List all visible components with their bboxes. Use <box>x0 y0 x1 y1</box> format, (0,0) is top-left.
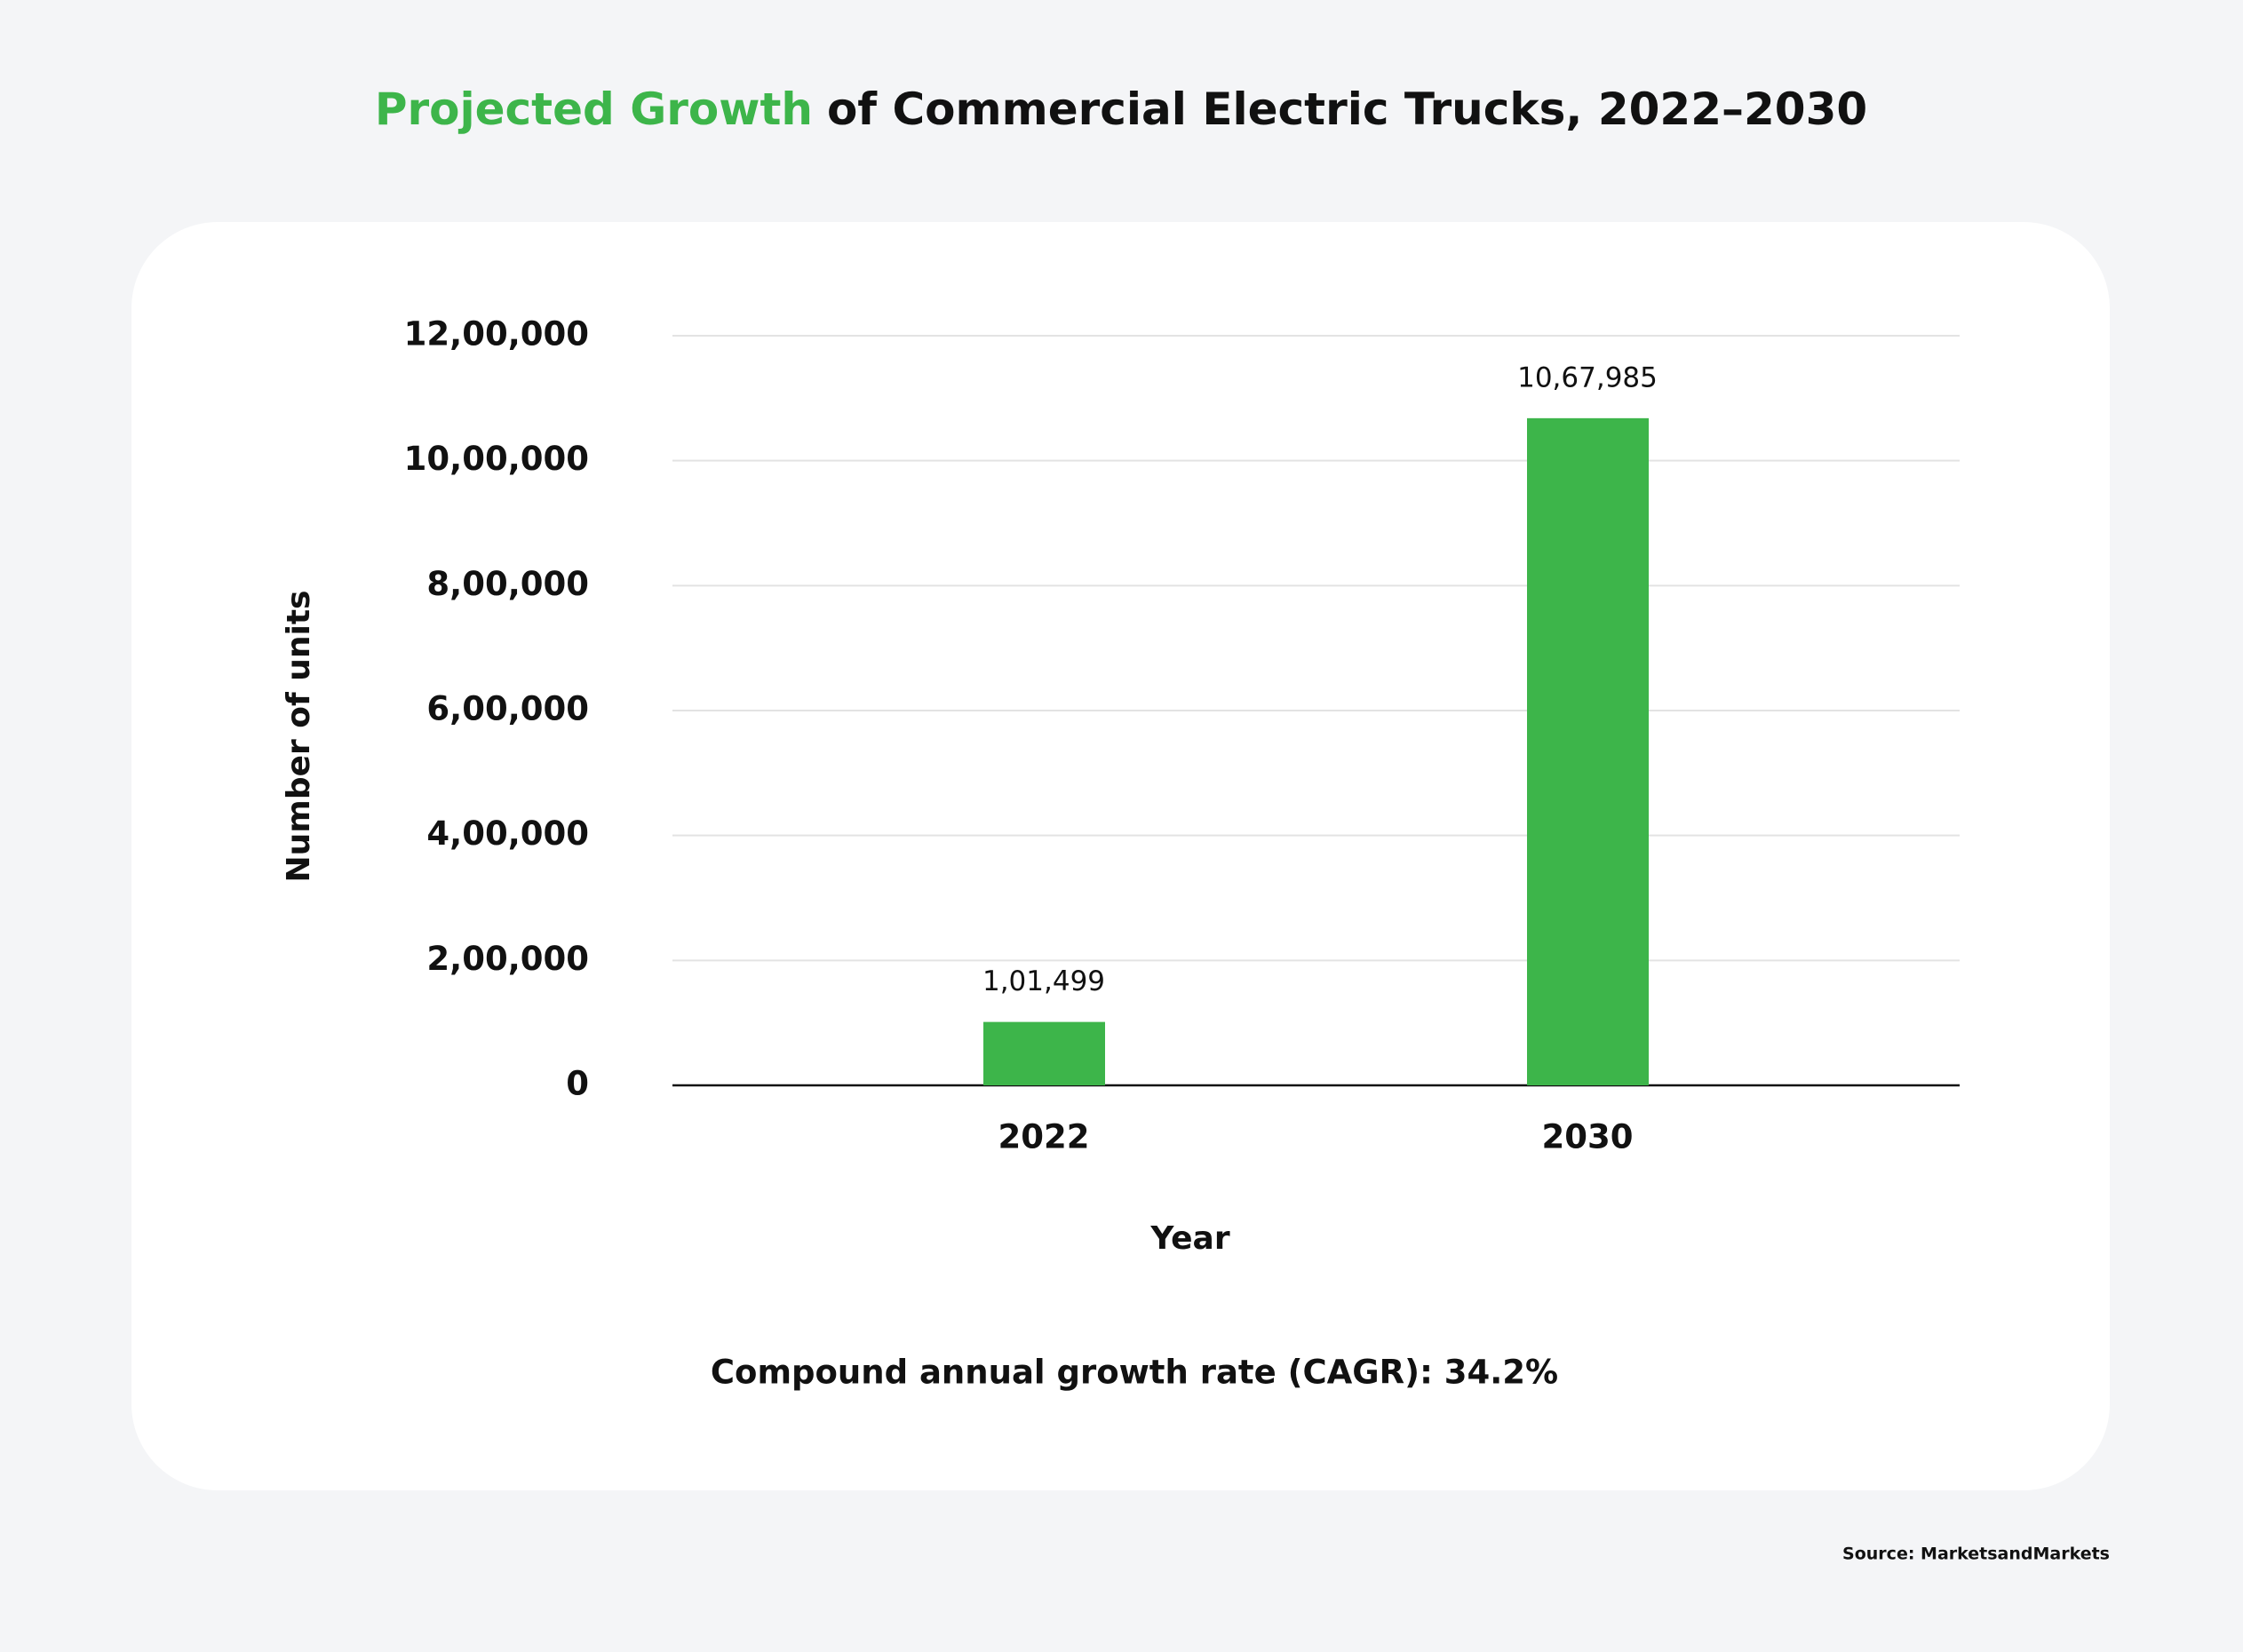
y-tick-label: 0 <box>566 1065 589 1103</box>
x-tick-label: 2030 <box>1542 1118 1634 1156</box>
title-highlight: Projected Growth <box>375 83 813 135</box>
card <box>131 222 2110 1490</box>
bar <box>983 1021 1105 1085</box>
note: Compound annual growth rate (CAGR): 34.2… <box>711 1354 1558 1392</box>
y-tick-label: 8,00,000 <box>426 565 589 603</box>
y-tick-label: 4,00,000 <box>426 814 589 853</box>
y-tick-label: 2,00,000 <box>426 940 589 978</box>
bar <box>1527 417 1649 1085</box>
x-tick-label: 2022 <box>998 1118 1090 1156</box>
y-tick-label: 6,00,000 <box>426 690 589 728</box>
title-rest: of Commercial Electric Trucks, 2022–2030 <box>827 83 1867 135</box>
y-axis-label: Number of units <box>281 591 317 883</box>
x-axis-label: Year <box>1149 1220 1229 1257</box>
source: Source: MarketsandMarkets <box>1842 1545 2110 1564</box>
y-tick-label: 12,00,000 <box>404 315 589 353</box>
y-tick-label: 10,00,000 <box>404 440 589 478</box>
chart-title: Projected Growth of Commercial Electric T… <box>375 83 1867 135</box>
value-label: 10,67,985 <box>1517 361 1658 393</box>
value-label: 1,01,499 <box>982 965 1105 997</box>
